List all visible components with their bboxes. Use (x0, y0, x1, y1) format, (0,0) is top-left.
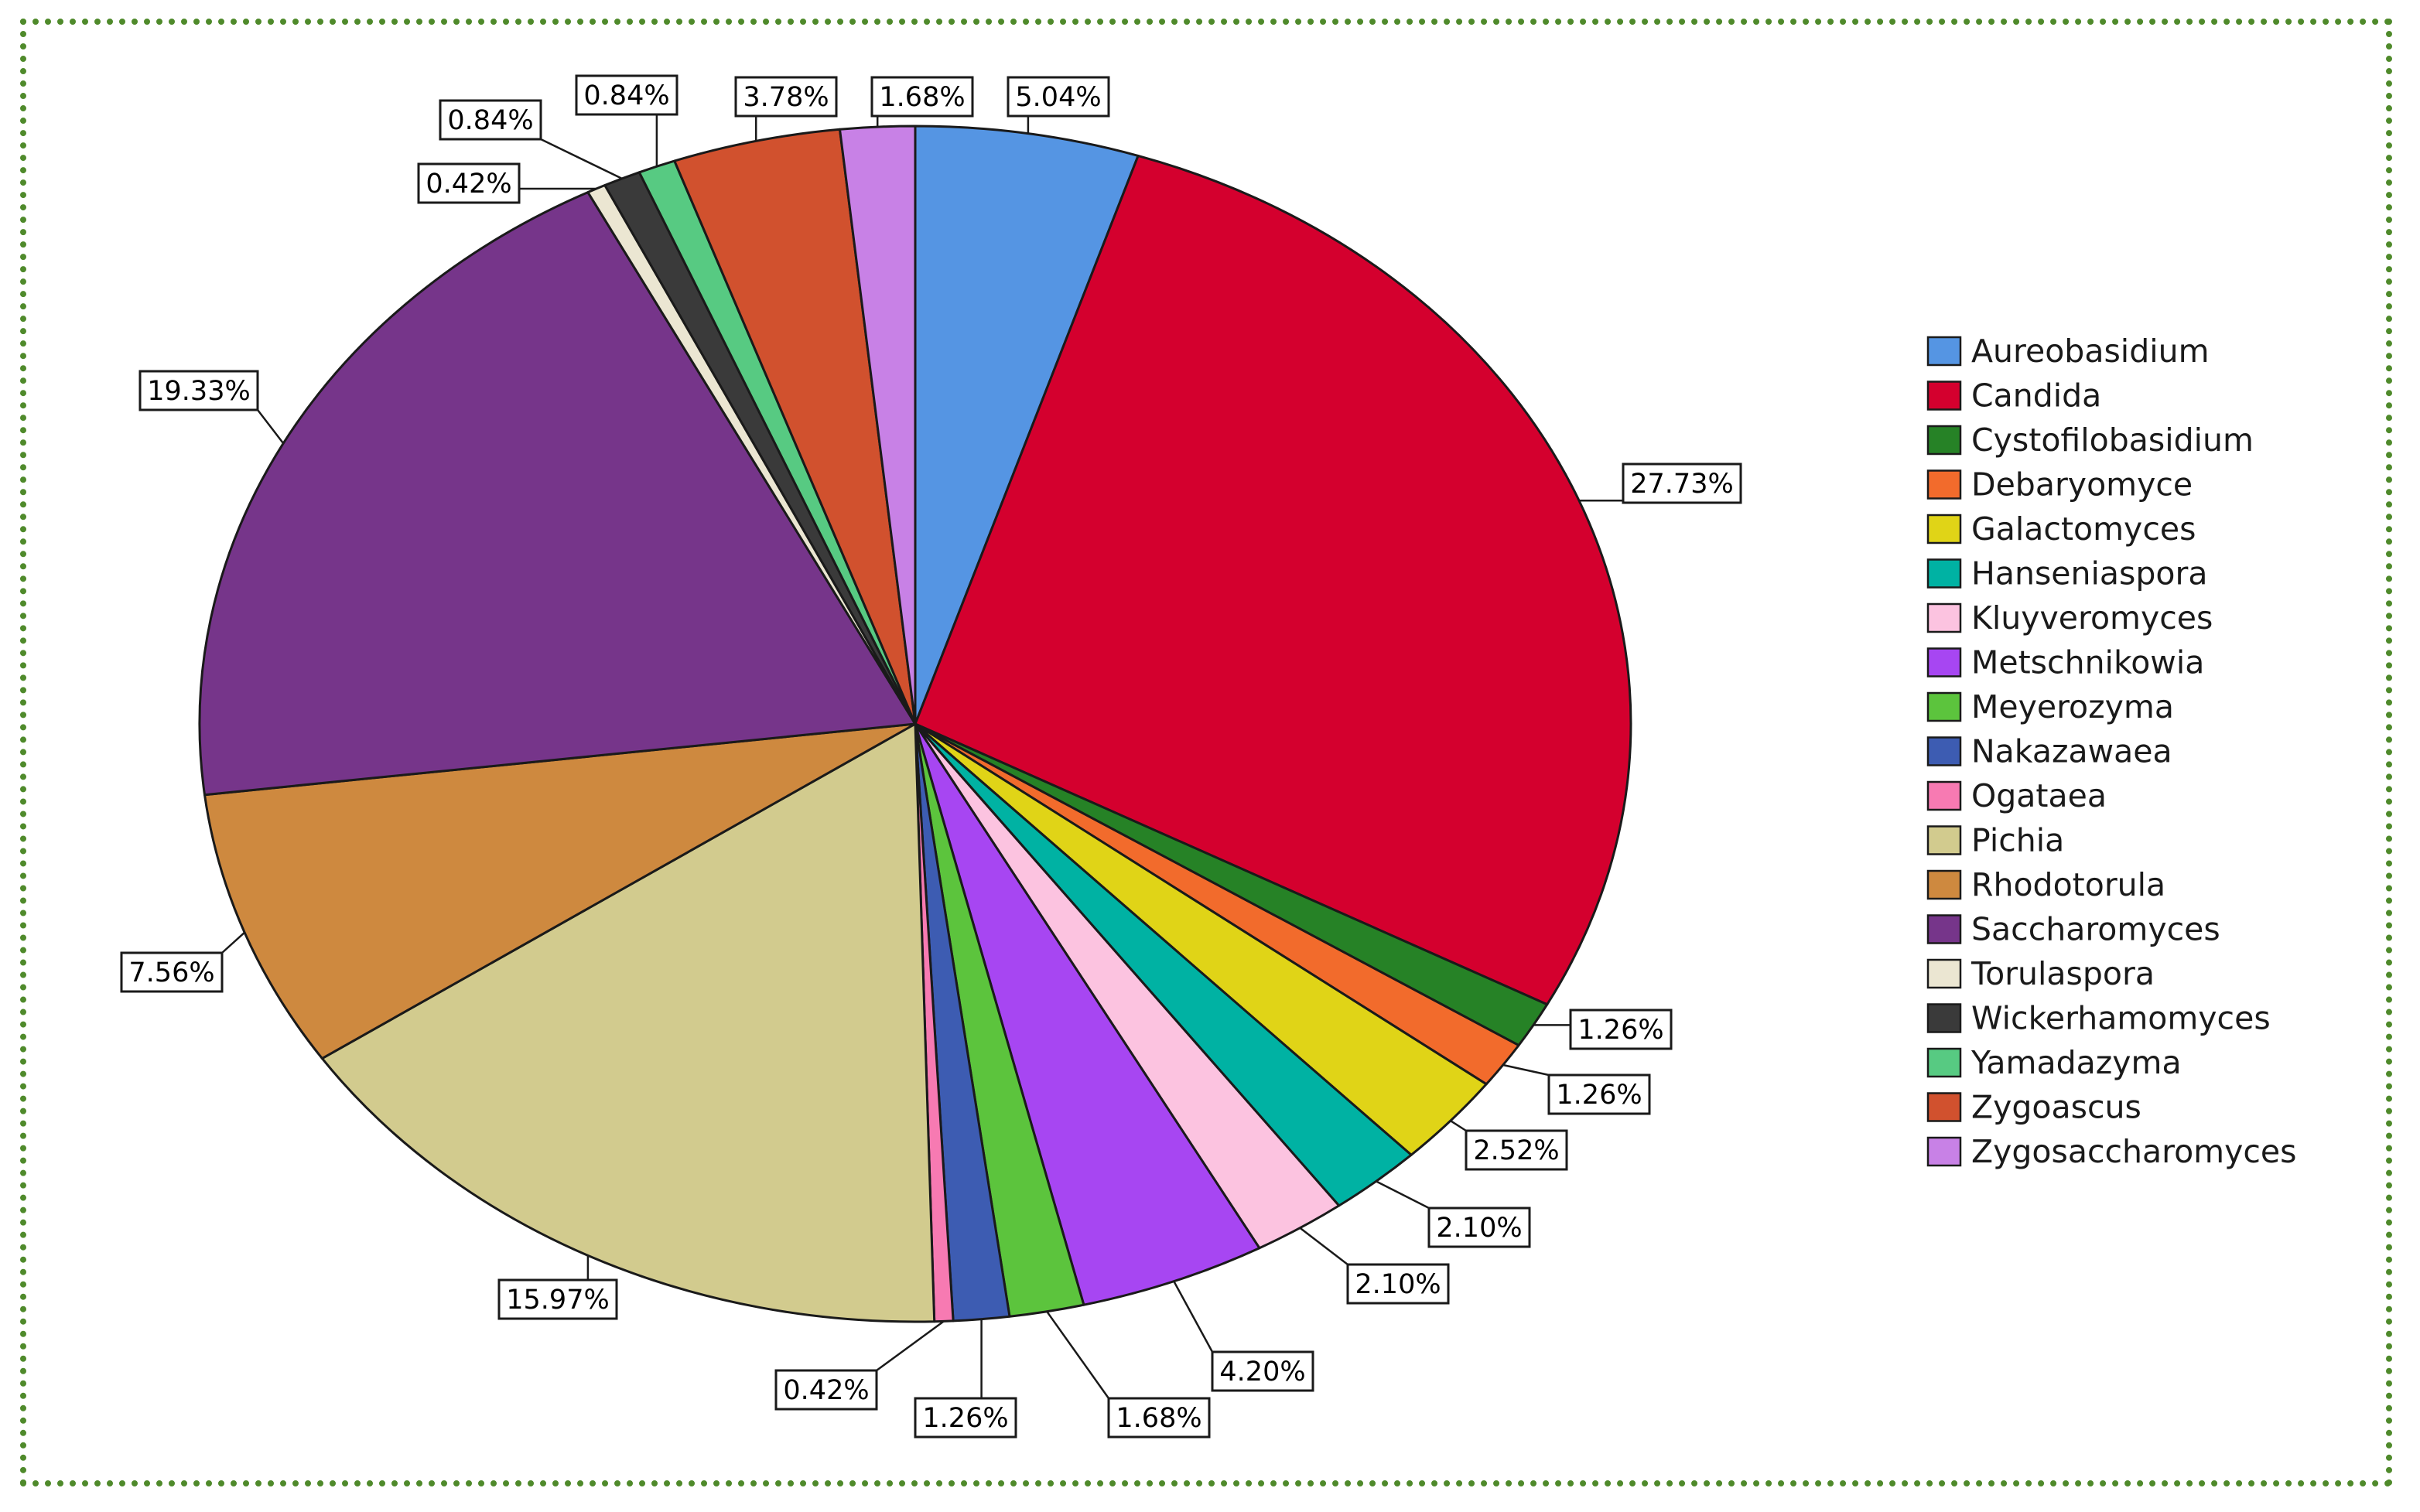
leader-line-wickerhamomyces (540, 138, 623, 180)
legend-swatch-metschnikowia (1926, 647, 1962, 677)
slice-saccharomyces (198, 191, 917, 797)
legend-swatch-saccharomyces (1926, 914, 1962, 944)
legend-label-aureobasidium: Aureobasidium (1971, 333, 2210, 370)
legend-swatch-candida (1926, 381, 1962, 411)
legend-swatch-wickerhamomyces (1926, 1003, 1962, 1033)
data-label-yamadazyma: 0.84% (583, 80, 669, 111)
data-label-galactomyces: 2.52% (1473, 1135, 1559, 1166)
data-label-box-rhodotorula (120, 951, 224, 993)
data-label-box-aureobasidium (1007, 76, 1110, 118)
legend-swatch-debaryomyce (1926, 469, 1962, 500)
data-label-wickerhamomyces: 0.84% (447, 105, 533, 136)
data-label-rhodotorula: 7.56% (128, 957, 214, 988)
legend-label-saccharomyces: Saccharomyces (1971, 911, 2220, 948)
data-label-box-nakazawaea (914, 1397, 1017, 1439)
data-label-aureobasidium: 5.04% (1015, 82, 1101, 113)
data-label-ogataea: 0.42% (783, 1375, 869, 1406)
data-label-box-pichia (497, 1278, 618, 1320)
data-label-box-galactomyces (1465, 1129, 1568, 1171)
data-label-box-kluyveromyces (1346, 1263, 1450, 1305)
legend-swatch-cystofilobasidium (1926, 425, 1962, 456)
legend-label-cystofilobasidium: Cystofilobasidium (1971, 422, 2254, 459)
data-label-hanseniaspora: 2.10% (1436, 1213, 1522, 1244)
legend-swatch-rhodotorula (1926, 869, 1962, 900)
data-label-box-candida (1622, 462, 1742, 504)
leader-line-debaryomyce (1502, 1063, 1550, 1077)
data-label-box-cystofilobasidium (1569, 1009, 1673, 1050)
leader-line-rhodotorula (221, 931, 245, 954)
data-label-zygoascus: 3.78% (743, 82, 829, 113)
legend-swatch-torulaspora (1926, 958, 1962, 989)
legend-label-wickerhamomyces: Wickerhamomyces (1971, 1000, 2271, 1037)
data-label-box-yamadazyma (575, 74, 678, 116)
legend-label-zygosaccharomyces: Zygosaccharomyces (1971, 1133, 2297, 1170)
data-label-box-wickerhamomyces (439, 99, 542, 141)
data-label-cystofilobasidium: 1.26% (1577, 1015, 1663, 1046)
data-label-kluyveromyces: 2.10% (1355, 1269, 1441, 1300)
data-label-box-zygoascus (734, 76, 838, 118)
legend-swatch-aureobasidium (1926, 336, 1962, 367)
legend-swatch-kluyveromyces (1926, 602, 1962, 633)
legend-swatch-zygoascus (1926, 1092, 1962, 1122)
legend-swatch-meyerozyma (1926, 691, 1962, 722)
legend-label-yamadazyma: Yamadazyma (1971, 1044, 2182, 1081)
data-label-box-meyerozyma (1107, 1397, 1211, 1439)
legend-label-metschnikowia: Metschnikowia (1971, 644, 2204, 681)
legend-label-hanseniaspora: Hanseniaspora (1971, 555, 2207, 592)
data-label-candida: 27.73% (1630, 469, 1733, 500)
legend-label-pichia: Pichia (1971, 822, 2064, 859)
leader-line-saccharomyces (257, 409, 285, 445)
data-label-box-ogataea (774, 1369, 878, 1411)
legend-swatch-pichia (1926, 825, 1962, 855)
legend-swatch-hanseniaspora (1926, 558, 1962, 589)
chart-frame (20, 19, 2392, 1486)
legend-swatch-nakazawaea (1926, 736, 1962, 766)
leader-line-meyerozyma (1046, 1311, 1110, 1399)
leader-line-ogataea (876, 1320, 945, 1372)
leader-line-kluyveromyces (1299, 1227, 1348, 1265)
legend-label-rhodotorula: Rhodotorula (1971, 866, 2165, 903)
data-label-zygosaccharomyces: 1.68% (879, 82, 965, 113)
data-label-box-zygosaccharomyces (870, 76, 974, 118)
legend-label-meyerozyma: Meyerozyma (1971, 688, 2174, 725)
slice-zygoascus (673, 128, 917, 725)
legend-label-zygoascus: Zygoascus (1971, 1089, 2141, 1126)
legend-swatch-zygosaccharomyces (1926, 1136, 1962, 1167)
data-label-box-hanseniaspora (1427, 1207, 1531, 1248)
data-label-box-torulaspora (417, 162, 521, 204)
leader-line-metschnikowia (1173, 1281, 1214, 1353)
legend-swatch-yamadazyma (1926, 1047, 1962, 1078)
leader-line-hanseniaspora (1376, 1180, 1430, 1210)
data-label-box-saccharomyces (138, 370, 259, 411)
data-label-box-metschnikowia (1211, 1350, 1314, 1392)
data-label-metschnikowia: 4.20% (1219, 1357, 1305, 1387)
legend-label-candida: Candida (1971, 377, 2101, 415)
legend-label-ogataea: Ogataea (1971, 777, 2107, 814)
data-label-torulaspora: 0.42% (426, 169, 511, 200)
legend-label-debaryomyce: Debaryomyce (1971, 466, 2193, 503)
legend-label-galactomyces: Galactomyces (1971, 510, 2196, 548)
data-label-pichia: 15.97% (506, 1285, 609, 1316)
legend-label-kluyveromyces: Kluyveromyces (1971, 599, 2213, 637)
data-label-nakazawaea: 1.26% (922, 1403, 1008, 1434)
slice-pichia (320, 722, 936, 1323)
leader-line-galactomyces (1450, 1120, 1467, 1132)
legend-label-nakazawaea: Nakazawaea (1971, 733, 2172, 770)
data-label-box-debaryomyce (1547, 1073, 1651, 1115)
data-label-meyerozyma: 1.68% (1116, 1403, 1201, 1434)
data-label-saccharomyces: 19.33% (147, 376, 250, 407)
legend-swatch-galactomyces (1926, 514, 1962, 544)
legend-swatch-ogataea (1926, 780, 1962, 811)
data-label-debaryomyce: 1.26% (1556, 1080, 1642, 1111)
legend-label-torulaspora: Torulaspora (1971, 955, 2155, 992)
